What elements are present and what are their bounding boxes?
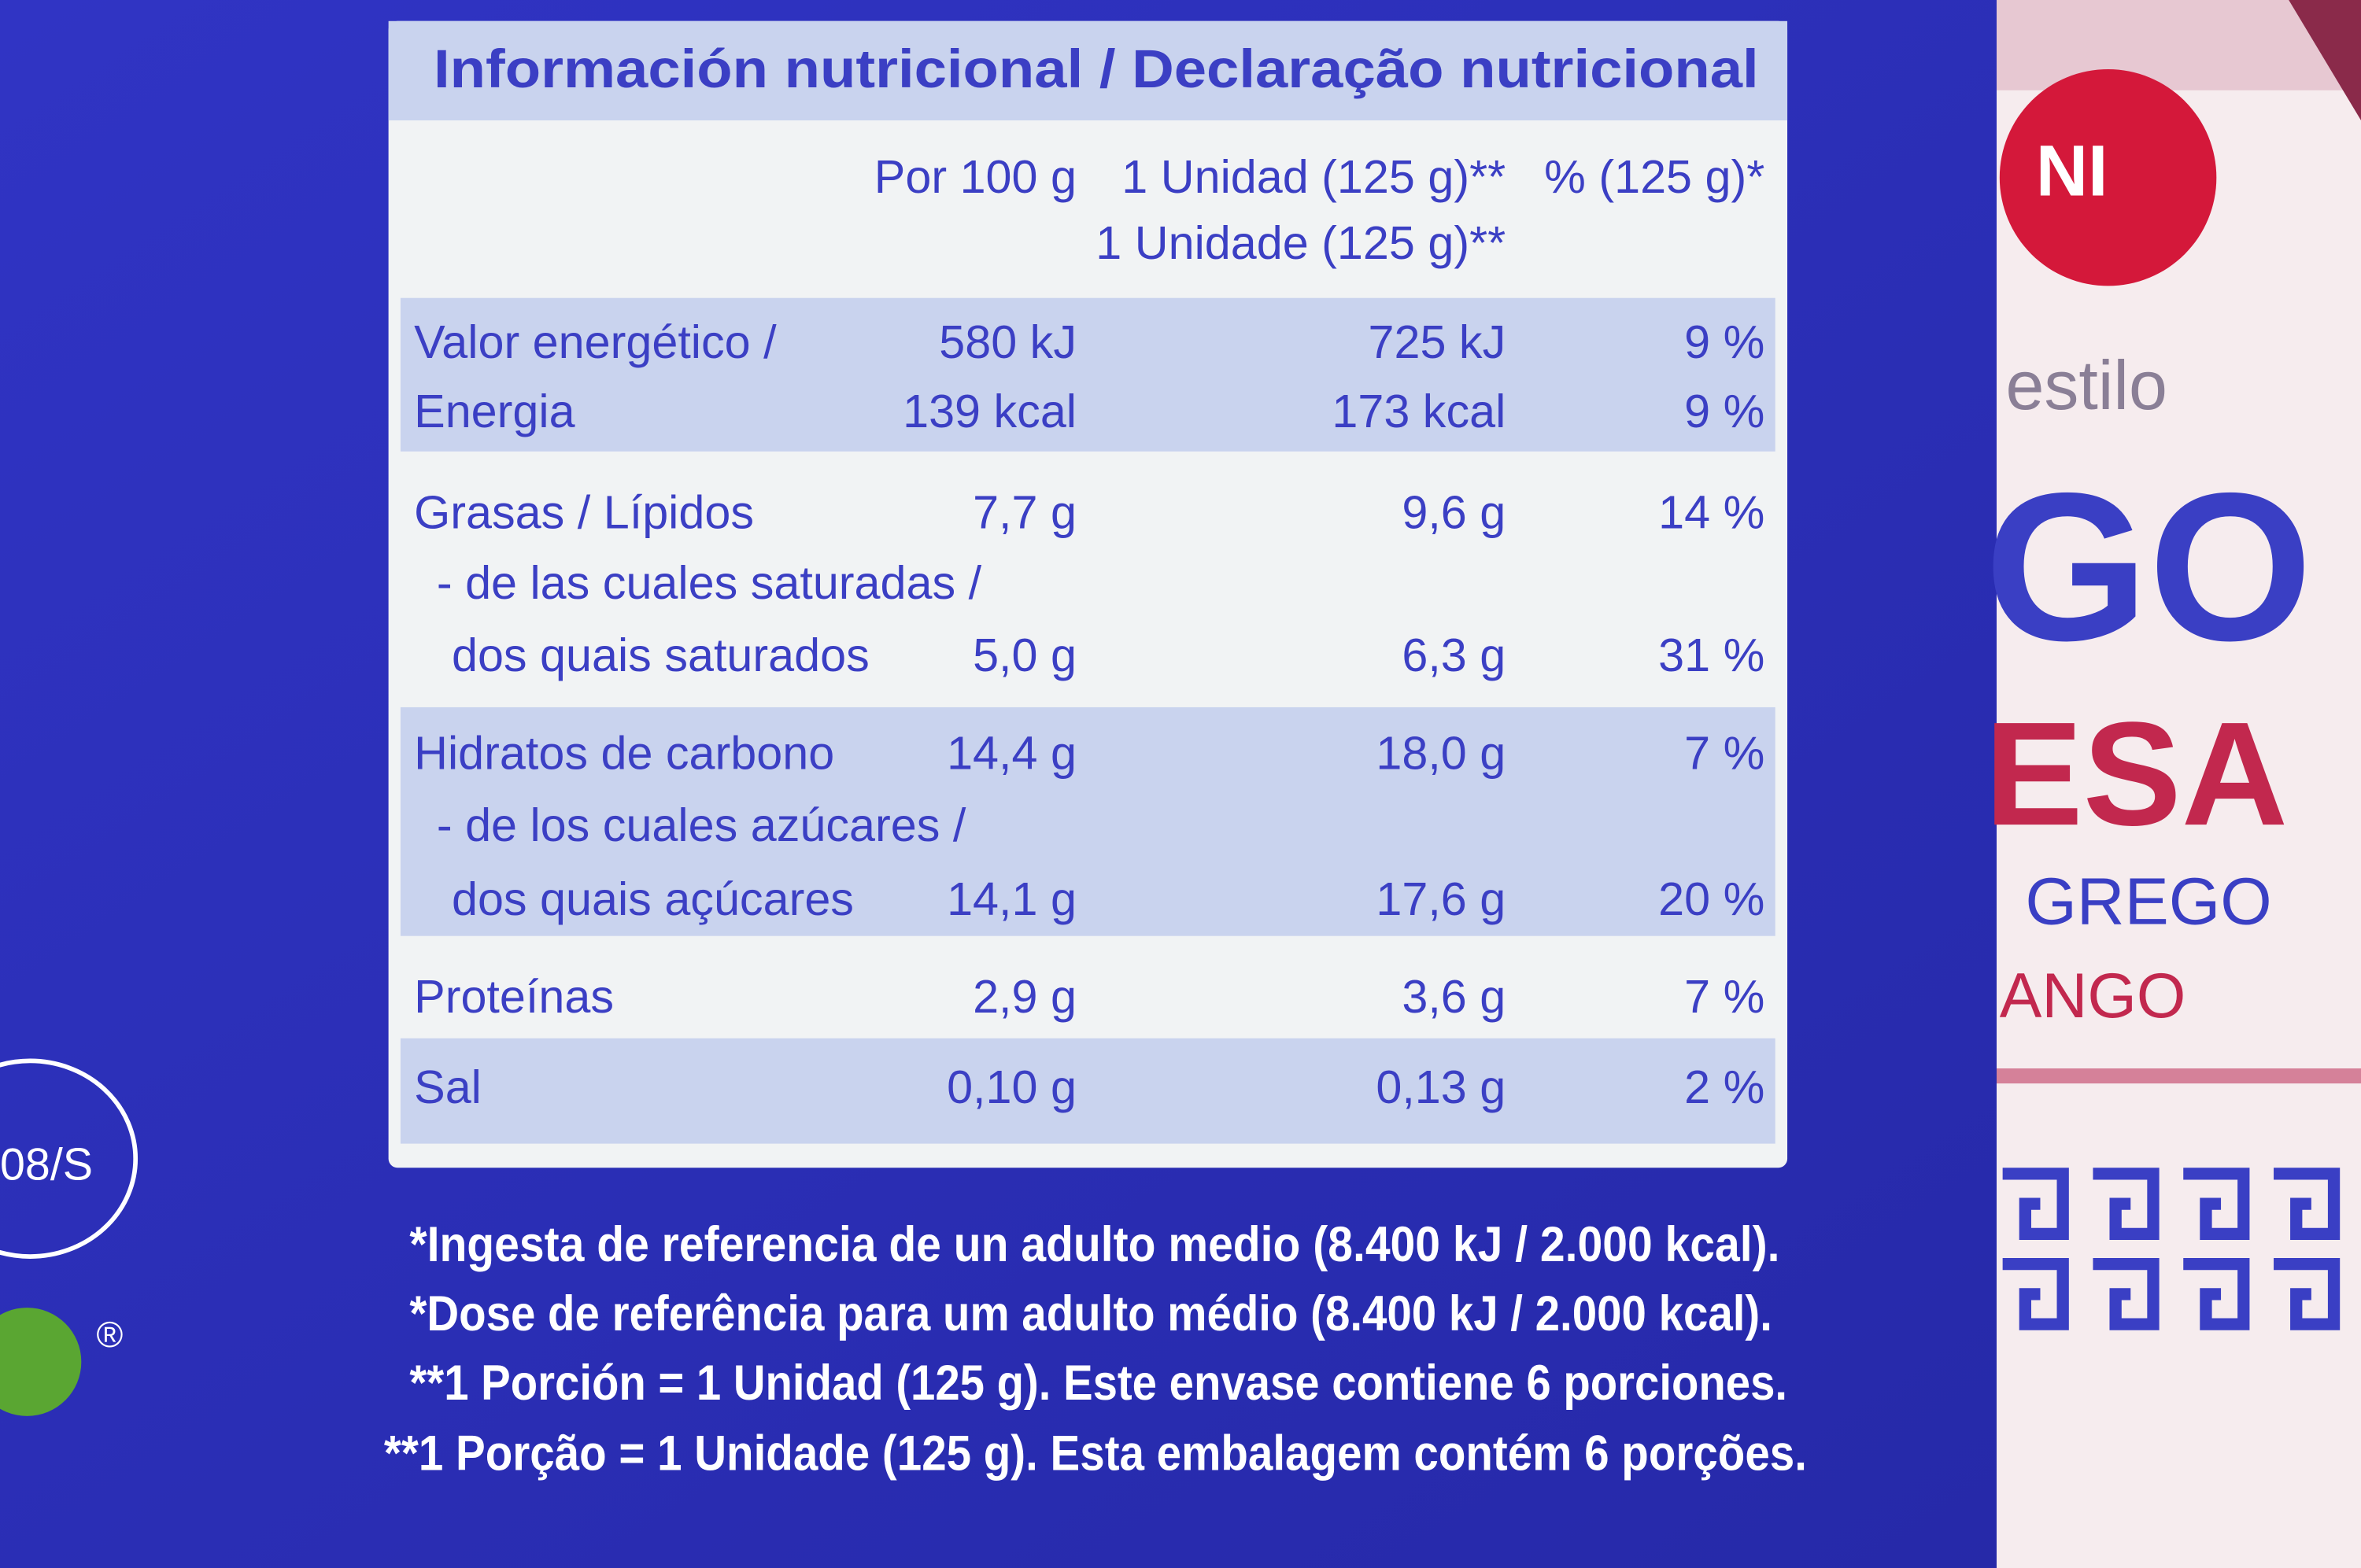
row-label: Grasas / Lípidos xyxy=(414,485,754,538)
cell-value: 9,6 g xyxy=(1402,485,1506,538)
column-header: Por 100 g xyxy=(874,150,1077,203)
name-text: ESA xyxy=(1985,691,2289,856)
footnote: **1 Porção = 1 Unidade (125 g). Esta emb… xyxy=(384,1426,1807,1481)
footnotes: *Ingesta de referencia de un adulto medi… xyxy=(384,1217,1807,1481)
brand-text: NI xyxy=(2036,131,2108,212)
cell-value: 7 % xyxy=(1684,726,1764,779)
stamp xyxy=(0,1058,139,1259)
row-band xyxy=(400,297,1775,452)
column-header: % (125 g)* xyxy=(1544,150,1764,203)
row-band xyxy=(400,707,1775,936)
cell-value: 17,6 g xyxy=(1376,873,1506,925)
row-label: Sal xyxy=(414,1061,482,1113)
table-title: Información nutricional / Declaração nut… xyxy=(434,39,1759,99)
cell-value: 725 kJ xyxy=(1369,315,1506,368)
package-corner xyxy=(2289,0,2361,121)
cell-value: 5,0 g xyxy=(973,629,1077,681)
cell-value: 7,7 g xyxy=(973,485,1077,538)
row-label: dos quais açúcares xyxy=(452,873,854,925)
cell-value: 3,6 g xyxy=(1402,970,1506,1023)
cell-value: 580 kJ xyxy=(939,315,1077,368)
row-label: Valor energético / xyxy=(414,315,777,368)
cell-value: 139 kcal xyxy=(903,385,1077,437)
cell-value: 0,13 g xyxy=(1376,1061,1506,1113)
style-text: estilo xyxy=(2005,346,2167,424)
column-header: 1 Unidad (125 g)** xyxy=(1121,150,1506,203)
row-label: - de los cuales azúcares / xyxy=(437,799,966,851)
row-label: - de las cuales saturadas / xyxy=(437,556,982,609)
row-label: Proteínas xyxy=(414,970,614,1023)
title-band xyxy=(388,20,1788,121)
stripe xyxy=(1996,1068,2361,1084)
cell-value: 2 % xyxy=(1684,1061,1764,1113)
footnote: *Ingesta de referencia de un adulto medi… xyxy=(409,1217,1779,1272)
cell-value: 31 % xyxy=(1658,629,1764,681)
table-rows: Valor energético / 580 kJ 725 kJ 9 % Energia… xyxy=(414,315,1764,1113)
cell-value: 14,1 g xyxy=(947,873,1077,925)
brand-badge xyxy=(1999,68,2217,286)
cell-value: 20 % xyxy=(1658,873,1764,925)
green-logo xyxy=(0,1308,82,1416)
cell-value: 7 % xyxy=(1684,970,1764,1023)
row-label: Energia xyxy=(414,385,575,437)
registered: ® xyxy=(96,1314,123,1355)
column-header: 1 Unidade (125 g)** xyxy=(1096,216,1506,269)
cell-value: 9 % xyxy=(1684,315,1764,368)
cell-value: 18,0 g xyxy=(1376,726,1506,779)
greek-key xyxy=(2002,1168,2341,1330)
row-band xyxy=(400,1038,1775,1144)
stamp-text: 08/S xyxy=(0,1140,93,1190)
footnote: *Dose de referência para um adulto médio… xyxy=(409,1286,1772,1341)
cell-value: 14 % xyxy=(1658,485,1764,538)
cell-value: 14,4 g xyxy=(947,726,1077,779)
row-label: Hidratos de carbono xyxy=(414,726,834,779)
sub-text: GREGO xyxy=(2025,864,2271,938)
flavor-text: ANGO xyxy=(2000,961,2186,1031)
cell-value: 2,9 g xyxy=(973,970,1077,1023)
cell-value: 173 kcal xyxy=(1332,385,1506,437)
footnote: **1 Porción = 1 Unidad (125 g). Este env… xyxy=(409,1356,1787,1411)
big-text: GO xyxy=(1985,449,2313,684)
cell-value: 6,3 g xyxy=(1402,629,1506,681)
row-label: dos quais saturados xyxy=(452,629,870,681)
cell-value: 9 % xyxy=(1684,385,1764,437)
cell-value: 0,10 g xyxy=(947,1061,1077,1113)
